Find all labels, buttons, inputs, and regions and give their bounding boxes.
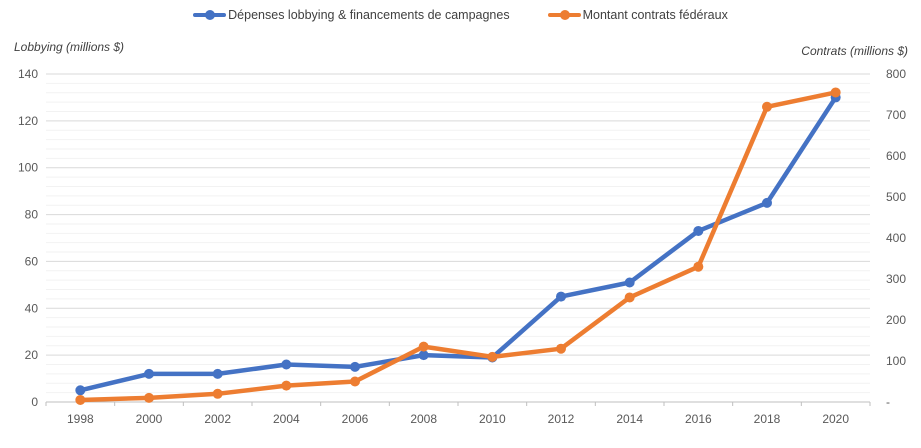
svg-text:2012: 2012: [548, 412, 575, 426]
svg-text:60: 60: [25, 254, 39, 268]
line-marker-icon: [547, 10, 581, 20]
chart-legend: Dépenses lobbying & financements de camp…: [0, 8, 921, 22]
svg-text:140: 140: [18, 67, 38, 81]
legend-item-contrats: Montant contrats fédéraux: [547, 8, 728, 22]
svg-text:-: -: [886, 395, 890, 409]
svg-text:2020: 2020: [822, 412, 849, 426]
svg-text:80: 80: [25, 208, 39, 222]
svg-text:40: 40: [25, 301, 39, 315]
svg-text:200: 200: [886, 313, 906, 327]
line-marker-icon: [193, 10, 227, 20]
svg-text:600: 600: [886, 149, 906, 163]
svg-text:300: 300: [886, 272, 906, 286]
svg-text:2000: 2000: [136, 412, 163, 426]
svg-text:100: 100: [18, 161, 38, 175]
svg-text:120: 120: [18, 114, 38, 128]
legend-dot: [559, 10, 570, 20]
legend-dot: [205, 10, 216, 20]
svg-text:100: 100: [886, 354, 906, 368]
svg-text:500: 500: [886, 190, 906, 204]
svg-text:2008: 2008: [410, 412, 437, 426]
svg-text:400: 400: [886, 231, 906, 245]
svg-text:2018: 2018: [754, 412, 781, 426]
svg-text:1998: 1998: [67, 412, 94, 426]
left-axis-title: Lobbying (millions $): [14, 40, 125, 54]
svg-text:2006: 2006: [342, 412, 369, 426]
legend-label-lobbying: Dépenses lobbying & financements de camp…: [228, 8, 510, 22]
svg-text:20: 20: [25, 348, 39, 362]
svg-text:2016: 2016: [685, 412, 712, 426]
svg-text:2002: 2002: [204, 412, 231, 426]
svg-text:2014: 2014: [616, 412, 643, 426]
svg-text:700: 700: [886, 108, 906, 122]
svg-text:800: 800: [886, 67, 906, 81]
svg-text:2004: 2004: [273, 412, 300, 426]
svg-text:0: 0: [31, 395, 38, 409]
svg-text:2010: 2010: [479, 412, 506, 426]
legend-label-contrats: Montant contrats fédéraux: [582, 8, 728, 22]
legend-item-lobbying: Dépenses lobbying & financements de camp…: [193, 8, 510, 22]
right-axis-title: Contrats (millions $): [801, 44, 908, 58]
